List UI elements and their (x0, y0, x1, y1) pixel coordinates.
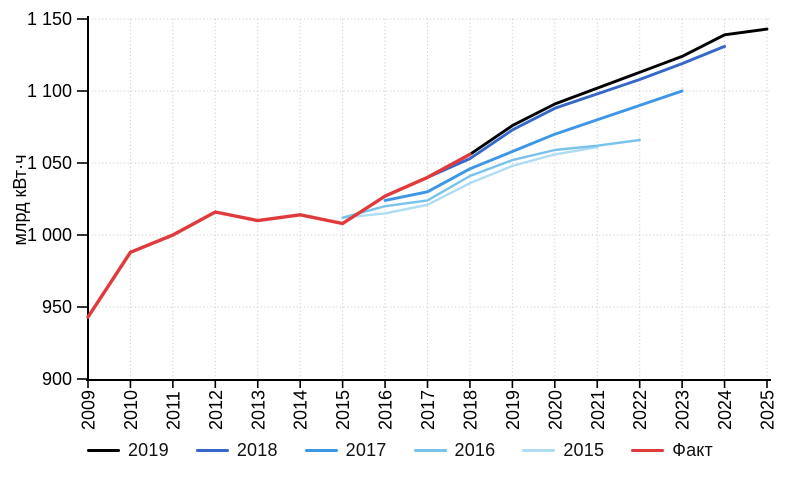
legend-label: Факт (672, 440, 714, 460)
legend-swatch-2015 (522, 448, 556, 453)
x-tick-label: 2015 (333, 390, 353, 430)
series-line-fact (86, 152, 472, 319)
x-tick-label: 2011 (163, 391, 183, 430)
legend-swatch-2017 (304, 448, 338, 453)
series-line-2016 (341, 138, 641, 219)
legend-label: 2017 (345, 440, 387, 460)
legend-label: 2019 (127, 440, 169, 460)
x-tick-label: 2020 (545, 390, 565, 430)
legend-label: 2015 (563, 440, 605, 460)
series-line-2019 (468, 27, 769, 156)
x-tick-label: 2025 (758, 390, 778, 430)
legend-item-2015: 2015 (522, 440, 604, 461)
series-line-2015 (341, 145, 599, 219)
legend-label: 2016 (454, 440, 496, 460)
x-tick-label: 2010 (121, 390, 141, 430)
x-tick-label: 2024 (715, 390, 735, 430)
y-tick-label: 900 (42, 369, 72, 389)
x-tick-label: 2014 (291, 390, 311, 430)
legend-swatch-2018 (195, 448, 229, 453)
y-tick-label: 1 150 (27, 9, 72, 29)
x-tick-label: 2023 (673, 390, 693, 430)
x-tick-label: 2021 (588, 390, 608, 430)
x-tick-label: 2013 (248, 390, 268, 430)
chart-canvas: 900 950 1 000 1 050 1 100 1 150 2009 2010 2011 20… (10, 9, 778, 430)
y-tick-label: 950 (42, 297, 72, 317)
x-tick-label: 2019 (503, 390, 523, 430)
legend-swatch-fact (631, 448, 665, 453)
legend-item-2018: 2018 (195, 440, 278, 461)
x-tick-label: 2012 (206, 390, 226, 430)
legend-item-2017: 2017 (304, 440, 387, 461)
y-tick-label: 1 000 (27, 225, 72, 245)
legend-item-fact: Факт (631, 440, 713, 461)
series-line-2018 (426, 44, 727, 179)
y-axis-title: млрд кВт·ч (10, 155, 30, 246)
legend-item-2016: 2016 (413, 440, 496, 461)
x-tick-label: 2016 (376, 390, 396, 430)
x-tick-label: 2018 (460, 390, 480, 430)
x-tick-label: 2022 (630, 390, 650, 430)
legend-swatch-2016 (413, 448, 447, 453)
legend-label: 2018 (236, 440, 278, 460)
series-line-2017 (383, 89, 684, 202)
y-tick-label: 1 050 (27, 153, 72, 173)
legend-item-2019: 2019 (86, 440, 169, 461)
legend: 2019 2018 2017 2016 2015 Факт (0, 440, 800, 461)
y-tick-label: 1 100 (27, 81, 72, 101)
legend-swatch-2019 (86, 448, 120, 453)
x-tick-label: 2017 (418, 390, 438, 430)
x-tick-label: 2009 (79, 390, 99, 430)
